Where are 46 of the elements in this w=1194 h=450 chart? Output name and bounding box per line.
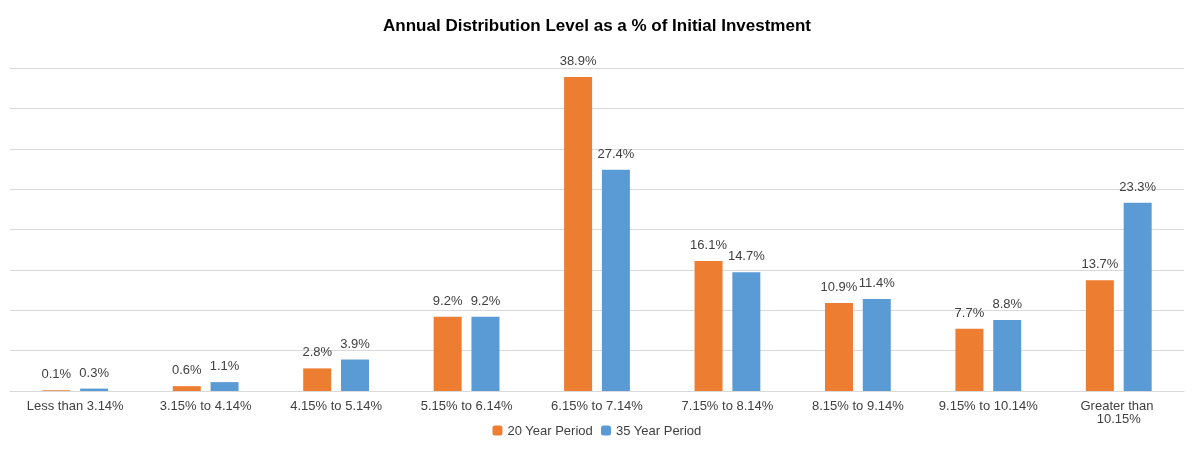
bar — [471, 316, 500, 391]
legend-label: 20 Year Period — [507, 423, 593, 438]
data-label: 8.8% — [992, 295, 1023, 311]
data-label: 1.1% — [209, 358, 240, 374]
data-label: 0.6% — [171, 362, 203, 378]
x-tick-label: 3.15% to 4.14% — [159, 398, 252, 413]
data-label: 9.2% — [470, 292, 501, 308]
bar — [172, 386, 201, 391]
bar — [1085, 280, 1114, 391]
x-tick-label: Less than 3.14% — [26, 398, 125, 413]
x-tick-label: 5.15% to 6.14% — [420, 398, 513, 413]
data-label: 23.3% — [1119, 178, 1157, 194]
bar — [694, 260, 723, 391]
x-tick-label: 9.15% to 10.14% — [938, 398, 1039, 413]
bar — [210, 382, 239, 391]
bar — [1123, 202, 1152, 391]
data-label: 9.2% — [432, 292, 463, 308]
data-label: 10.9% — [820, 278, 858, 294]
chart-title: Annual Distribution Level as a % of Initial Investment — [383, 16, 812, 35]
bar — [993, 319, 1022, 391]
x-tick-label: 4.15% to 5.14% — [290, 398, 383, 413]
legend-label: 35 Year Period — [616, 423, 702, 438]
bar — [564, 76, 593, 391]
bar — [433, 316, 462, 391]
bar — [732, 272, 761, 391]
data-label: 3.9% — [340, 335, 371, 351]
bar — [303, 368, 332, 391]
bar — [955, 328, 984, 391]
bar — [862, 298, 891, 391]
data-label: 27.4% — [597, 145, 635, 161]
data-label: 0.1% — [41, 366, 72, 382]
data-label: 0.3% — [79, 364, 110, 380]
x-tick-label: Greater than 10.15% — [1080, 398, 1158, 426]
data-label: 2.8% — [302, 344, 333, 360]
bar — [601, 169, 630, 391]
data-label: 11.4% — [858, 274, 896, 290]
x-tick-label: 6.15% to 7.14% — [551, 398, 644, 413]
data-label: 16.1% — [690, 236, 728, 252]
data-label: 14.7% — [727, 248, 766, 264]
data-label: 13.7% — [1081, 256, 1119, 272]
data-label: 7.7% — [954, 304, 985, 320]
bar — [824, 302, 853, 391]
x-tick-label: 7.15% to 8.14% — [681, 398, 774, 413]
data-label: 38.9% — [559, 52, 597, 68]
x-tick-label: 8.15% to 9.14% — [811, 398, 905, 413]
bar — [341, 359, 370, 391]
